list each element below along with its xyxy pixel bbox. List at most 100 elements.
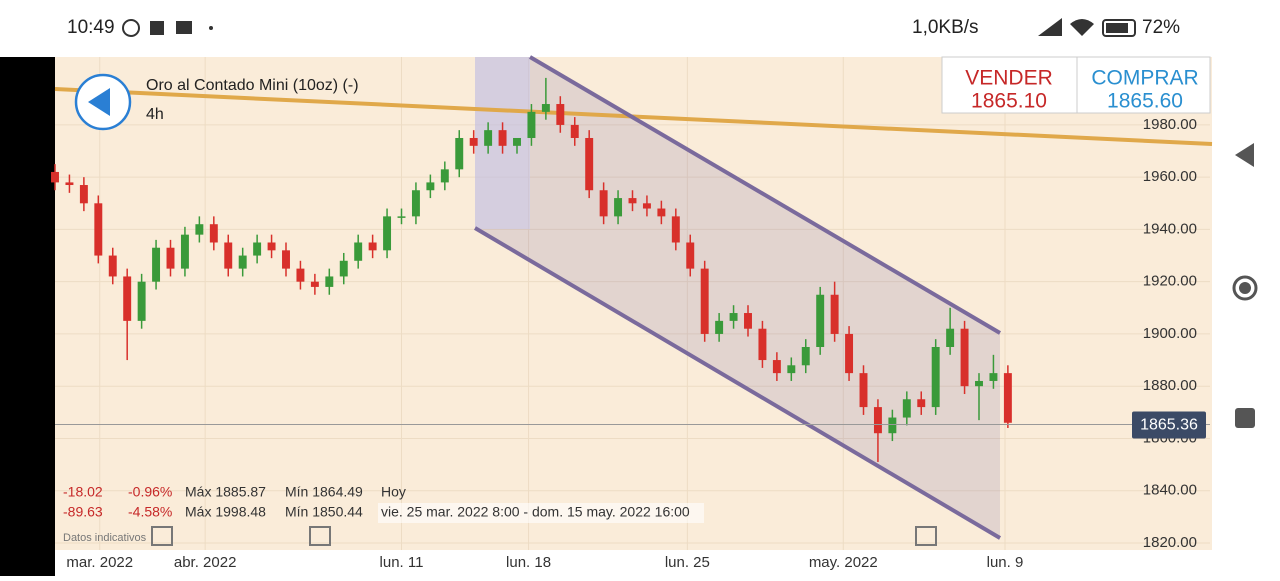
candle-body [469, 137, 478, 146]
y-tick-label: 1900.00 [1143, 325, 1197, 342]
candle-body [570, 124, 579, 138]
disclaimer: Datos indicativos [63, 532, 147, 544]
candle-body [1003, 373, 1012, 423]
candle-body [902, 399, 911, 418]
x-tick-label: lun. 11 [380, 554, 424, 571]
nav-back[interactable] [1235, 143, 1254, 167]
dot-icon [209, 26, 213, 30]
candle-body [744, 313, 752, 329]
status-speed: 1,0KB/s [912, 17, 979, 38]
candle-body [267, 242, 276, 251]
price-box [941, 56, 1211, 114]
candle-body [123, 276, 132, 321]
sell-label[interactable]: VENDER [965, 67, 1053, 90]
battery-level [1106, 23, 1128, 33]
calendar-icon[interactable] [915, 526, 937, 546]
info-text: -0.96% [128, 484, 172, 500]
battery-icon [1102, 19, 1136, 37]
candle-body [556, 104, 565, 125]
info-text: -4.58% [128, 504, 172, 520]
candle-body [224, 242, 233, 269]
info-text: Máx 1885.87 [185, 484, 266, 500]
candle-body [238, 255, 247, 269]
candle-body [686, 242, 695, 269]
channel-lower [473, 226, 1002, 540]
candle-body [989, 373, 998, 381]
chart-background [55, 57, 1212, 550]
candle-body [585, 137, 594, 191]
candle-body [931, 347, 940, 408]
y-tick-label: 1920.00 [1143, 273, 1197, 290]
instrument-title: Oro al Contado Mini (10oz) (-) [146, 77, 359, 94]
candle-body [859, 373, 868, 408]
calendar-icon[interactable] [309, 526, 331, 546]
candle-body [614, 198, 623, 217]
candle-body [455, 137, 464, 170]
candle-body [79, 185, 88, 204]
channel-fill [475, 57, 1000, 540]
candle-body [368, 242, 377, 251]
info-text: Mín 1850.44 [285, 504, 363, 520]
channel-upper [528, 55, 1002, 335]
candle-body [339, 260, 348, 277]
candle-body [888, 417, 897, 434]
candle-body [527, 111, 536, 138]
candle-body [282, 250, 290, 269]
current-price-label: 1865.36 [1140, 417, 1198, 434]
candle-body [94, 203, 103, 256]
info-text: vie. 25 mar. 2022 8:00 - dom. 15 may. 20… [381, 504, 690, 520]
candle-body [253, 242, 262, 256]
candle-body [946, 328, 955, 347]
y-tick-label: 1980.00 [1143, 116, 1197, 133]
candle-body [772, 360, 781, 374]
candle-body [830, 294, 839, 334]
y-tick-label: 1820.00 [1143, 534, 1197, 551]
candle-body [411, 190, 420, 217]
candle-body [354, 242, 363, 261]
candle-body [426, 182, 435, 191]
y-tick-label: 1880.00 [1143, 377, 1197, 394]
candle-body [137, 281, 146, 321]
candle-body [325, 276, 334, 287]
interval[interactable]: 4h [146, 106, 164, 123]
candle-body [642, 203, 651, 209]
x-tick-label: lun. 18 [506, 554, 551, 571]
x-tick-label: mar. 2022 [66, 554, 133, 571]
candle-body [671, 216, 680, 243]
candle-body [484, 130, 493, 146]
y-tick-label: 1960.00 [1143, 168, 1197, 185]
info-text: -18.02 [63, 484, 103, 500]
nav-home-dot [1239, 282, 1251, 294]
candle-body [166, 247, 175, 269]
candle-body [599, 190, 608, 217]
buy-price[interactable]: 1865.60 [1107, 90, 1183, 113]
candle-body [195, 224, 204, 235]
nav-home[interactable] [1232, 275, 1258, 301]
candle-body [397, 216, 406, 218]
sell-price[interactable]: 1865.10 [971, 90, 1047, 113]
candle-body [513, 137, 521, 146]
candle-body [975, 380, 983, 387]
mail-icon [176, 21, 192, 34]
calendar-icon[interactable] [151, 526, 173, 546]
buy-label[interactable]: COMPRAR [1091, 67, 1198, 90]
x-tick-label: may. 2022 [809, 554, 878, 571]
candle-body [310, 281, 319, 287]
info-text: Mín 1864.49 [285, 484, 363, 500]
date-range-bg [378, 503, 704, 523]
candle-body [816, 294, 825, 347]
signal-icon [1038, 18, 1062, 36]
candle-body [440, 169, 449, 183]
candle-body [700, 268, 709, 334]
candle-body [296, 268, 305, 282]
app-icon [150, 21, 164, 35]
nav-recent[interactable] [1235, 408, 1255, 428]
x-axis-bg [55, 550, 1212, 576]
x-tick-label: lun. 9 [987, 554, 1024, 571]
info-text: Hoy [381, 484, 406, 500]
candle-body [628, 198, 637, 204]
candle-body [51, 171, 59, 183]
candle-body [917, 399, 926, 408]
candle-body [787, 365, 796, 374]
